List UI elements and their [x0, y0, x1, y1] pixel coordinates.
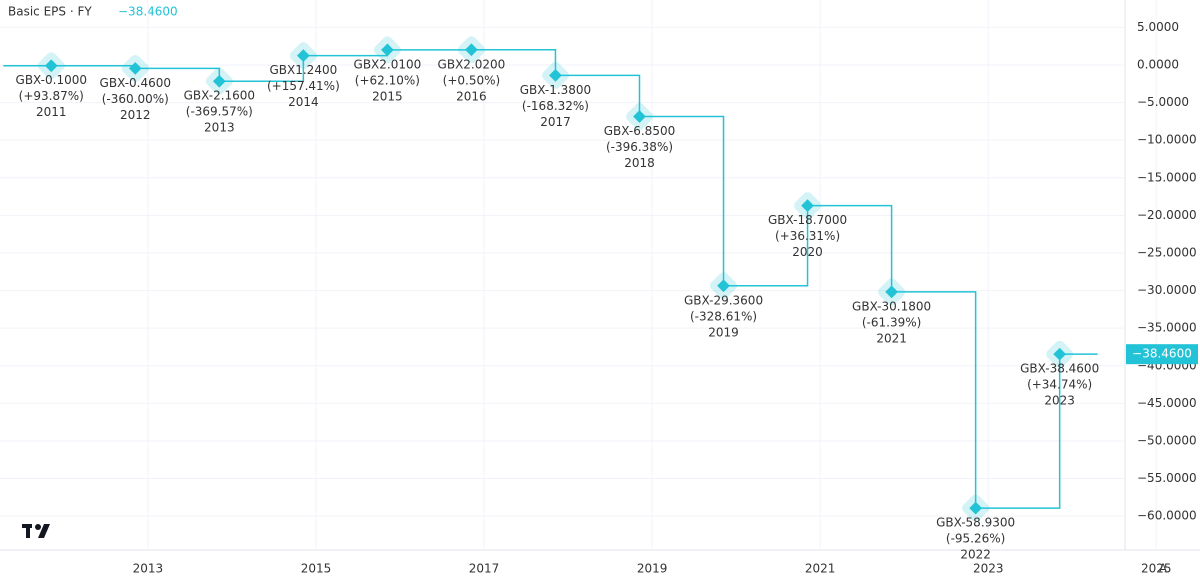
- point: [381, 43, 394, 57]
- x-tick-label: 2025: [1141, 562, 1172, 576]
- change-label: (-95.26%): [946, 532, 1005, 546]
- year-label: 2016: [456, 89, 487, 103]
- y-tick-label: −15.0000: [1137, 170, 1197, 184]
- year-label: 2023: [1044, 394, 1075, 408]
- value-label: GBX-18.7000: [768, 213, 847, 227]
- y-tick-label: −35.0000: [1137, 321, 1197, 335]
- value-label: GBX2.0100: [354, 57, 422, 71]
- change-label: (-61.39%): [862, 315, 921, 329]
- year-label: 2014: [288, 95, 319, 109]
- change-label: (-369.57%): [186, 105, 253, 119]
- value-label: GBX-38.4600: [1020, 362, 1099, 376]
- value-label: GBX-58.9300: [936, 516, 1015, 530]
- y-tick-label: −55.0000: [1137, 471, 1197, 485]
- change-label: (+93.87%): [19, 89, 84, 103]
- year-label: 2017: [540, 115, 571, 129]
- change-label: (-396.38%): [606, 140, 673, 154]
- value-label: GBX-1.3800: [520, 83, 591, 97]
- y-tick-label: −60.0000: [1137, 509, 1197, 523]
- y-tick-label: −5.0000: [1137, 95, 1189, 109]
- point: [296, 49, 310, 63]
- y-tick-label: −10.0000: [1137, 133, 1197, 147]
- x-tick-label: 2023: [973, 562, 1004, 576]
- value-label: GBX-0.1000: [16, 73, 87, 87]
- last-value-text: −38.4600: [1132, 347, 1192, 361]
- logo: [22, 524, 50, 538]
- value-label: GBX1.2400: [269, 63, 337, 77]
- change-label: (-328.61%): [690, 309, 757, 323]
- year-label: 2012: [120, 108, 151, 122]
- year-label: 2020: [792, 245, 823, 259]
- value-label: GBX-29.3600: [684, 293, 763, 307]
- x-tick-label: 2015: [301, 562, 332, 576]
- value-label: GBX-6.8500: [604, 124, 675, 138]
- year-label: 2011: [36, 105, 67, 119]
- change-label: (+62.10%): [355, 73, 420, 87]
- year-label: 2013: [204, 121, 235, 135]
- y-tick-label: −45.0000: [1137, 396, 1197, 410]
- last-value-tag: [1126, 344, 1198, 365]
- year-label: 2019: [708, 325, 739, 339]
- point: [212, 74, 226, 88]
- year-label: 2018: [624, 156, 655, 170]
- change-label: (-168.32%): [522, 99, 589, 113]
- value-label: GBX-2.1600: [184, 89, 255, 103]
- year-label: 2015: [372, 89, 403, 103]
- x-tick-label: 2013: [133, 562, 164, 576]
- value-label: GBX-30.1800: [852, 299, 931, 313]
- value-label: GBX2.0200: [438, 57, 506, 71]
- value-label: GBX-0.4600: [100, 76, 171, 90]
- year-label: 2021: [876, 331, 907, 345]
- point: [128, 62, 142, 75]
- chart-title: Basic EPS · FY: [8, 5, 92, 19]
- y-tick-label: 0.0000: [1137, 57, 1179, 71]
- x-tick-label: 2019: [637, 562, 668, 576]
- change-label: (+36.31%): [775, 229, 840, 243]
- y-tick-label: −20.0000: [1137, 208, 1197, 222]
- change-label: (+157.41%): [267, 79, 340, 93]
- scale-button[interactable]: A: [1159, 562, 1168, 576]
- point: [465, 43, 478, 57]
- y-tick-label: −50.0000: [1137, 433, 1197, 447]
- change-label: (+34.74%): [1027, 378, 1092, 392]
- year-label: 2022: [960, 548, 991, 562]
- x-tick-label: 2021: [805, 562, 836, 576]
- change-label: (+0.50%): [443, 73, 501, 87]
- y-tick-label: 5.0000: [1137, 20, 1179, 34]
- y-tick-label: −25.0000: [1137, 245, 1197, 259]
- change-label: (-360.00%): [102, 92, 169, 106]
- x-tick-label: 2017: [469, 562, 500, 576]
- grid: [0, 0, 1157, 550]
- y-tick-label: −30.0000: [1137, 283, 1197, 297]
